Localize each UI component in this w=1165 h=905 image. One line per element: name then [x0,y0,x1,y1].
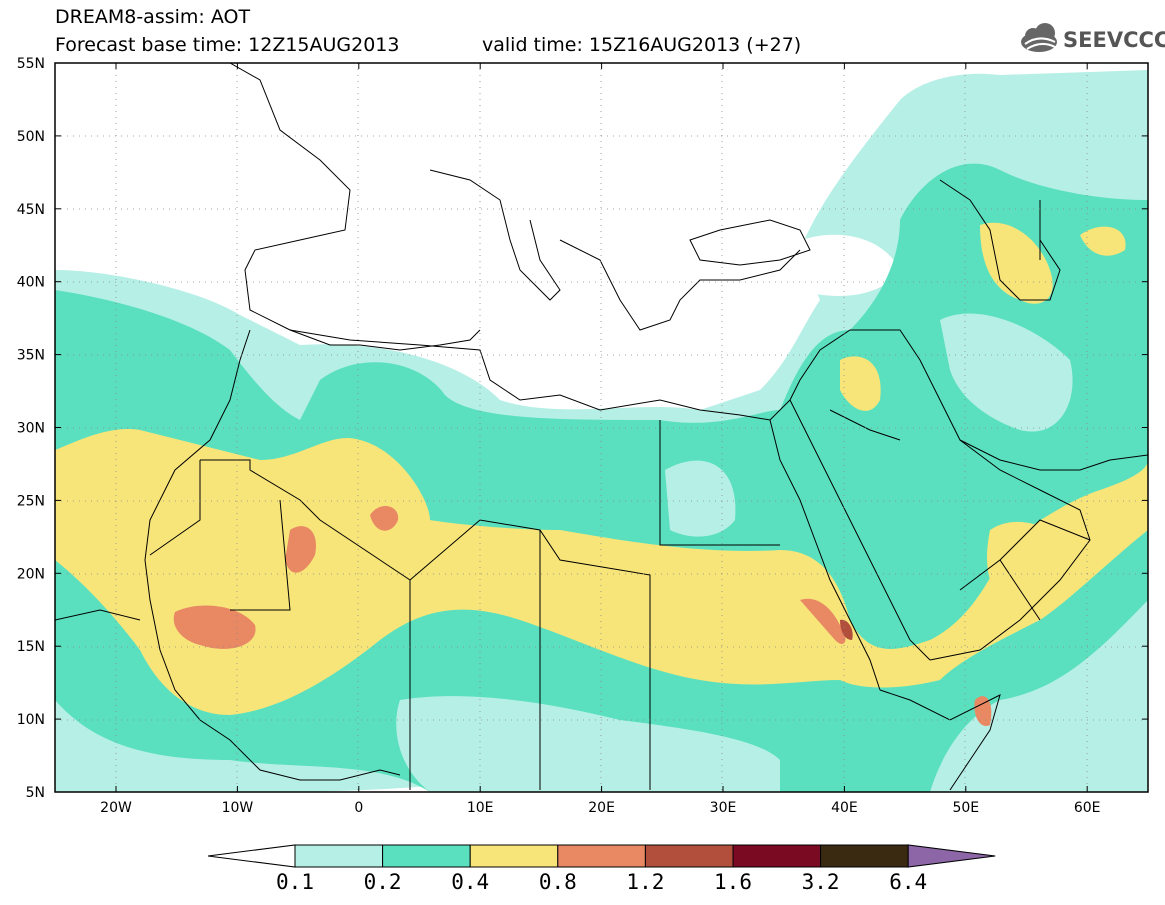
lon-label: 50E [952,800,979,816]
aot-0.4-region [55,429,1148,715]
lon-label: 30E [710,800,737,816]
colorbar-label: 0.4 [451,870,490,894]
colorbar-label: 0.8 [538,870,577,894]
map-title: DREAM8-assim: AOT [55,6,251,28]
forecast-base-time: Forecast base time: 12Z15AUG2013 [55,34,400,56]
colorbar-swatch [820,844,909,868]
lat-label: 50N [17,129,45,145]
colorbar-arrow-low [207,844,296,868]
lon-label: 0 [354,800,363,816]
lat-label: 5N [26,785,45,801]
lat-label: 35N [17,348,45,364]
colorbar-arrow-high [907,844,996,868]
lon-label: 40E [831,800,858,816]
lat-label: 25N [17,493,45,509]
colorbar-label: 0.1 [276,870,314,894]
lon-label: 10E [467,800,494,816]
colorbar [207,844,996,868]
coastlines [55,63,1148,791]
valid-time: valid time: 15Z16AUG2013 (+27) [482,34,802,56]
colorbar-swatch [557,844,646,868]
colorbar-swatch [644,844,734,868]
colorbar-label: 0.2 [363,870,402,894]
lat-label: 15N [17,639,45,655]
lon-label: 20E [588,800,615,816]
lat-label: 40N [17,275,45,291]
aot-1.2-region [840,619,853,640]
colorbar-swatch [469,844,559,868]
lon-label: 20W [100,800,132,816]
colorbar-label: 1.6 [714,870,752,894]
lat-label: 30N [17,421,45,437]
colorbar-label: 6.4 [889,870,928,894]
colorbar-swatch [382,844,471,868]
lat-label: 20N [17,566,45,582]
logo-text: SEEVCCC [1063,28,1165,52]
lon-label: 10W [222,800,254,816]
colorbar-swatch [732,844,822,868]
lat-label: 55N [17,56,45,72]
lat-label: 45N [17,202,45,218]
colorbar-swatch [294,844,384,868]
aot-field [55,63,1148,792]
gridlines [55,63,1148,792]
lat-label: 10N [17,712,45,728]
aot-0.8-region [173,605,256,649]
colorbar-label: 3.2 [801,870,840,894]
colorbar-label: 1.2 [626,870,665,894]
lon-label: 60E [1074,800,1101,816]
cloud-icon [1021,23,1057,52]
